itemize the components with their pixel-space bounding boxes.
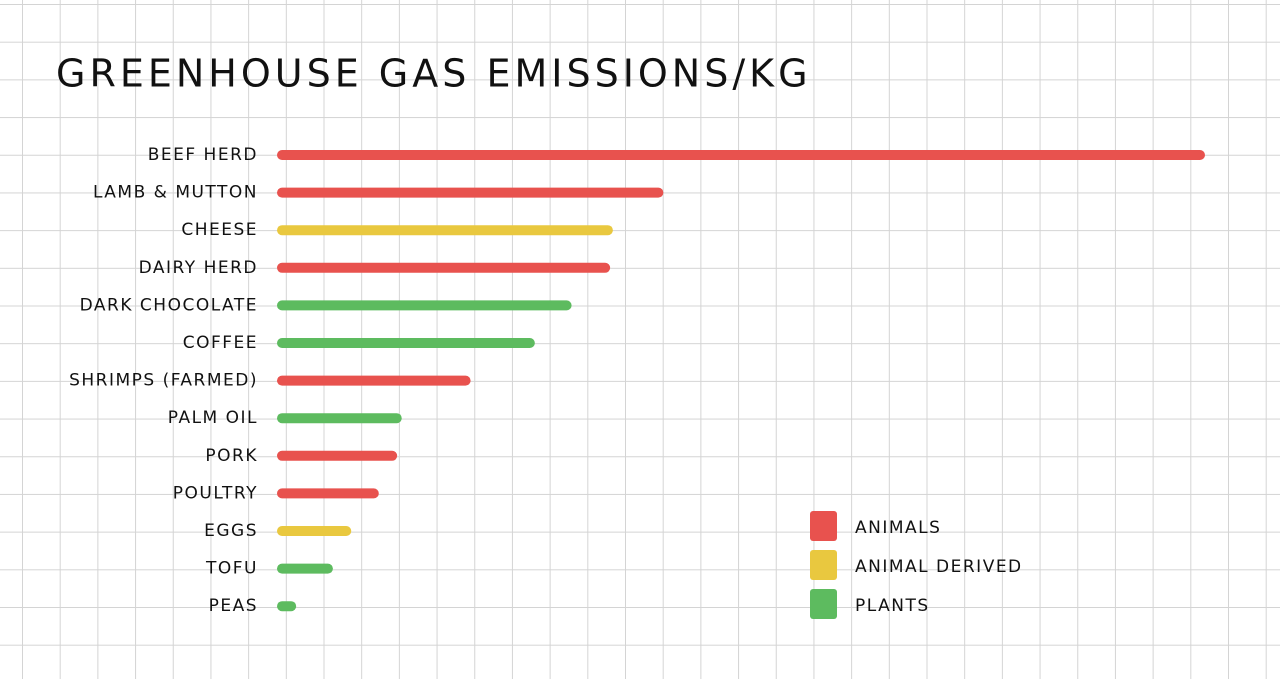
category-label: PEAS <box>209 596 258 616</box>
category-label: EGGS <box>204 521 258 541</box>
category-label: CHEESE <box>181 220 258 240</box>
legend-swatch <box>810 511 837 541</box>
category-label: TOFU <box>205 559 258 579</box>
category-label: POULTRY <box>173 483 258 503</box>
category-label: PALM OIL <box>168 408 258 428</box>
legend-label: PLANTS <box>855 596 930 616</box>
legend-label: ANIMALS <box>855 518 941 538</box>
category-label: DARK CHOCOLATE <box>80 295 258 315</box>
category-label: COFFEE <box>183 333 258 353</box>
category-label: BEEF HERD <box>148 145 258 165</box>
category-label: LAMB & MUTTON <box>93 183 258 203</box>
legend-swatch <box>810 550 837 580</box>
category-label: PORK <box>205 446 258 466</box>
legend-label: ANIMAL DERIVED <box>855 557 1023 577</box>
chart-title: GREENHOUSE GAS EMISSIONS/KG <box>56 52 812 96</box>
category-label: SHRIMPS (FARMED) <box>69 371 258 391</box>
legend-swatch <box>810 589 837 619</box>
category-label: DAIRY HERD <box>139 258 258 278</box>
